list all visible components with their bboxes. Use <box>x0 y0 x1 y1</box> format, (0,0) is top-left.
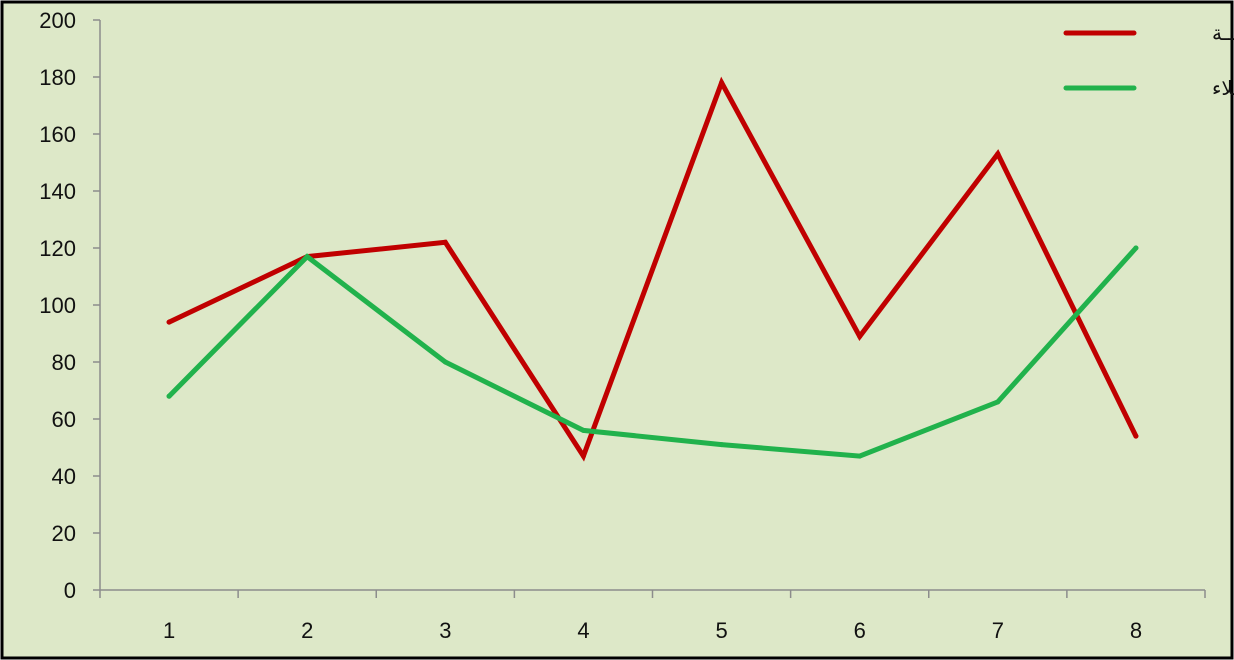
series-line-2 <box>166 245 1139 459</box>
data-point <box>719 442 725 448</box>
data-point <box>442 239 448 245</box>
x-tick-label: 5 <box>715 618 727 643</box>
data-point <box>1133 433 1139 439</box>
y-tick-label: 200 <box>39 8 76 33</box>
data-point <box>580 427 586 433</box>
x-tick-label: 8 <box>1130 618 1142 643</box>
data-point <box>857 453 863 459</box>
data-point <box>1133 245 1139 251</box>
data-point <box>442 359 448 365</box>
y-tick-label: 140 <box>39 179 76 204</box>
legend: مكـــة كربلاء <box>1063 21 1234 100</box>
data-point <box>719 80 725 86</box>
y-tick-label: 0 <box>64 578 76 603</box>
x-tick-label: 4 <box>577 618 589 643</box>
y-tick-label: 180 <box>39 65 76 90</box>
y-tick-label: 100 <box>39 293 76 318</box>
y-tick-label: 40 <box>52 464 76 489</box>
data-point <box>166 319 172 325</box>
y-tick-label: 60 <box>52 407 76 432</box>
series-layer <box>166 76 1139 462</box>
data-point <box>304 254 310 260</box>
x-tick-label: 3 <box>439 618 451 643</box>
data-point <box>857 333 863 339</box>
x-tick-label: 2 <box>301 618 313 643</box>
data-point <box>166 393 172 399</box>
y-tick-label: 160 <box>39 122 76 147</box>
y-tick-label: 120 <box>39 236 76 261</box>
data-point <box>995 399 1001 405</box>
x-tick-label: 1 <box>163 618 175 643</box>
x-tick-label: 6 <box>854 618 866 643</box>
y-tick-label: 80 <box>52 350 76 375</box>
legend-label: كربلاء <box>1212 76 1234 100</box>
data-point <box>995 151 1001 157</box>
legend-label: مكـــة <box>1212 21 1234 45</box>
data-point <box>580 453 586 459</box>
axes: 0 20 40 60 80 100 120 140 160 180 200 1 2 3 4 5 6 7 8 <box>39 8 1206 643</box>
y-tick-label: 20 <box>52 521 76 546</box>
x-tick-label: 7 <box>992 618 1004 643</box>
series-line-1 <box>166 76 1139 462</box>
